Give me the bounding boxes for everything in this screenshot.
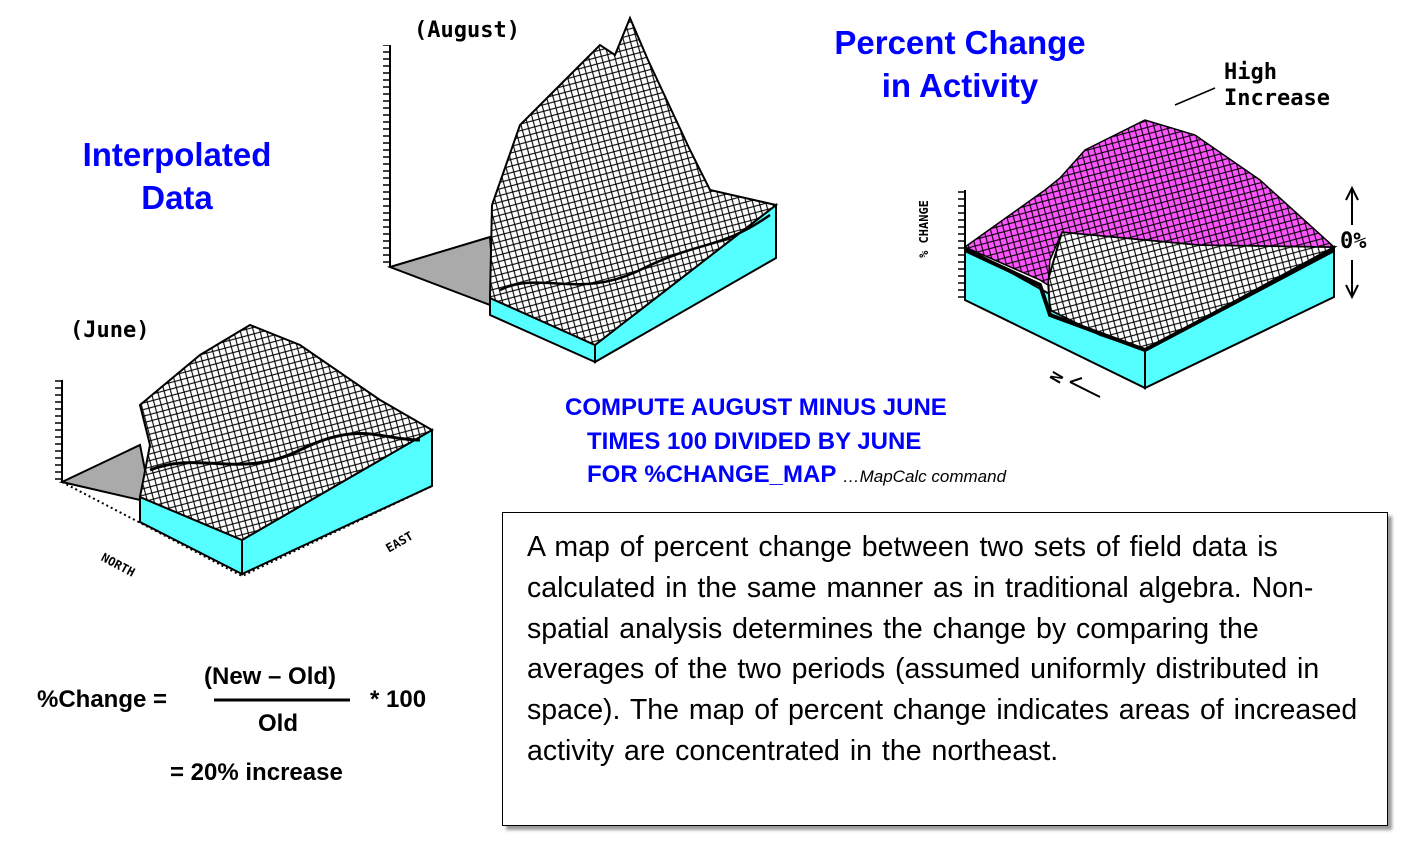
august-label: (August) (414, 18, 520, 43)
description-text: A map of percent change between two sets… (527, 531, 1358, 767)
high-increase-label: High Increase (1224, 60, 1330, 112)
title-line-2: Data (141, 179, 213, 216)
command-line-3-text: FOR %CHANGE_MAP (587, 461, 836, 488)
percent-change-surface-plot (958, 87, 1359, 398)
increase-line: Increase (1224, 86, 1330, 111)
title-line-1: Interpolated (82, 136, 272, 173)
title-line-2: in Activity (881, 67, 1039, 104)
formula-denominator: Old (258, 710, 298, 737)
formula-multiplier: * 100 (370, 686, 427, 713)
high-line: High (1224, 60, 1277, 85)
june-surface-plot (55, 323, 434, 578)
change-axis-label: % CHANGE (916, 200, 931, 258)
command-line-3: FOR %CHANGE_MAP …MapCalc command (587, 461, 1006, 489)
title-line-1: Percent Change (834, 24, 1086, 61)
command-line-1: COMPUTE AUGUST MINUS JUNE (565, 394, 947, 421)
formula-numerator: (New – Old) (204, 663, 337, 690)
interpolated-data-title: Interpolated Data (62, 133, 292, 219)
description-box: A map of percent change between two sets… (502, 512, 1388, 826)
june-label: (June) (70, 318, 150, 343)
zero-percent-label: 0% (1340, 229, 1367, 254)
percent-change-title: Percent Change in Activity (810, 21, 1110, 107)
command-line-2: TIMES 100 DIVIDED BY JUNE (587, 428, 922, 455)
mapcalc-note: …MapCalc command (842, 467, 1007, 486)
august-surface-plot (383, 15, 779, 364)
formula-lhs: %Change = (37, 686, 168, 713)
formula-result: = 20% increase (170, 759, 343, 786)
